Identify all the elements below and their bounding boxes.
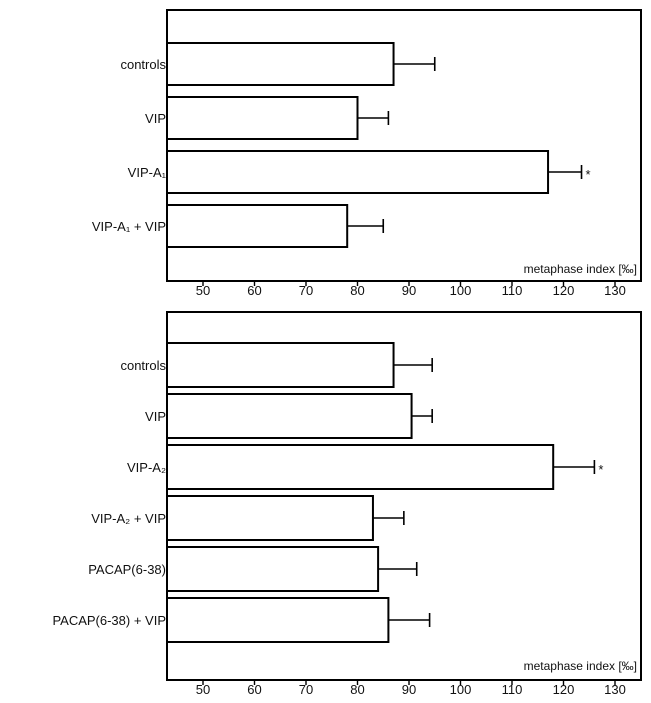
- bar: [166, 597, 390, 643]
- category-label: controls: [120, 57, 166, 72]
- category-label: controls: [120, 358, 166, 373]
- category-label: VIP-A₁: [128, 165, 167, 180]
- x-tick-label: 80: [350, 682, 364, 697]
- bar: [166, 342, 395, 388]
- bar: [166, 204, 349, 248]
- bar: [166, 42, 395, 86]
- significance-marker: *: [586, 167, 591, 182]
- x-tick-label: 50: [196, 283, 210, 298]
- x-tick-label: 70: [299, 283, 313, 298]
- x-tick-label: 60: [247, 682, 261, 697]
- category-label: VIP: [145, 409, 166, 424]
- category-label: VIP: [145, 111, 166, 126]
- x-tick-label: 60: [247, 283, 261, 298]
- x-tick-label: 120: [553, 682, 575, 697]
- bar: [166, 150, 550, 194]
- significance-marker: *: [598, 462, 603, 477]
- category-label: VIP-A₁ + VIP: [92, 219, 166, 234]
- bar: [166, 495, 374, 541]
- plot-frame: [166, 9, 642, 282]
- x-axis-label: metaphase index [‰]: [524, 659, 637, 673]
- bar: [166, 96, 359, 140]
- x-tick-label: 80: [350, 283, 364, 298]
- x-tick-label: 130: [604, 682, 626, 697]
- bar: [166, 546, 380, 592]
- x-tick-label: 90: [402, 682, 416, 697]
- x-tick-label: 100: [450, 283, 472, 298]
- x-tick-label: 100: [450, 682, 472, 697]
- chart-panel-1: controls VIP * VIP-A₁ VIP-A₁ + VIP metaphase …: [92, 9, 642, 298]
- chart-panel-2: controls VIP * VIP-A₂ VIP-A₂ + VIP PACAP(6-38…: [52, 311, 642, 697]
- x-axis-label: metaphase index [‰]: [524, 262, 637, 276]
- category-label: VIP-A₂ + VIP: [91, 511, 166, 526]
- x-tick-label: 110: [502, 283, 523, 298]
- x-tick-label: 70: [299, 682, 313, 697]
- x-tick-label: 90: [402, 283, 416, 298]
- bar: [166, 393, 413, 439]
- x-tick-label: 50: [196, 682, 210, 697]
- x-tick-label: 130: [604, 283, 626, 298]
- bar: [166, 444, 555, 490]
- category-label: PACAP(6-38) + VIP: [52, 613, 166, 628]
- x-tick-label: 110: [502, 682, 523, 697]
- category-label: VIP-A₂: [127, 460, 166, 475]
- x-tick-label: 120: [553, 283, 575, 298]
- category-label: PACAP(6-38): [88, 562, 166, 577]
